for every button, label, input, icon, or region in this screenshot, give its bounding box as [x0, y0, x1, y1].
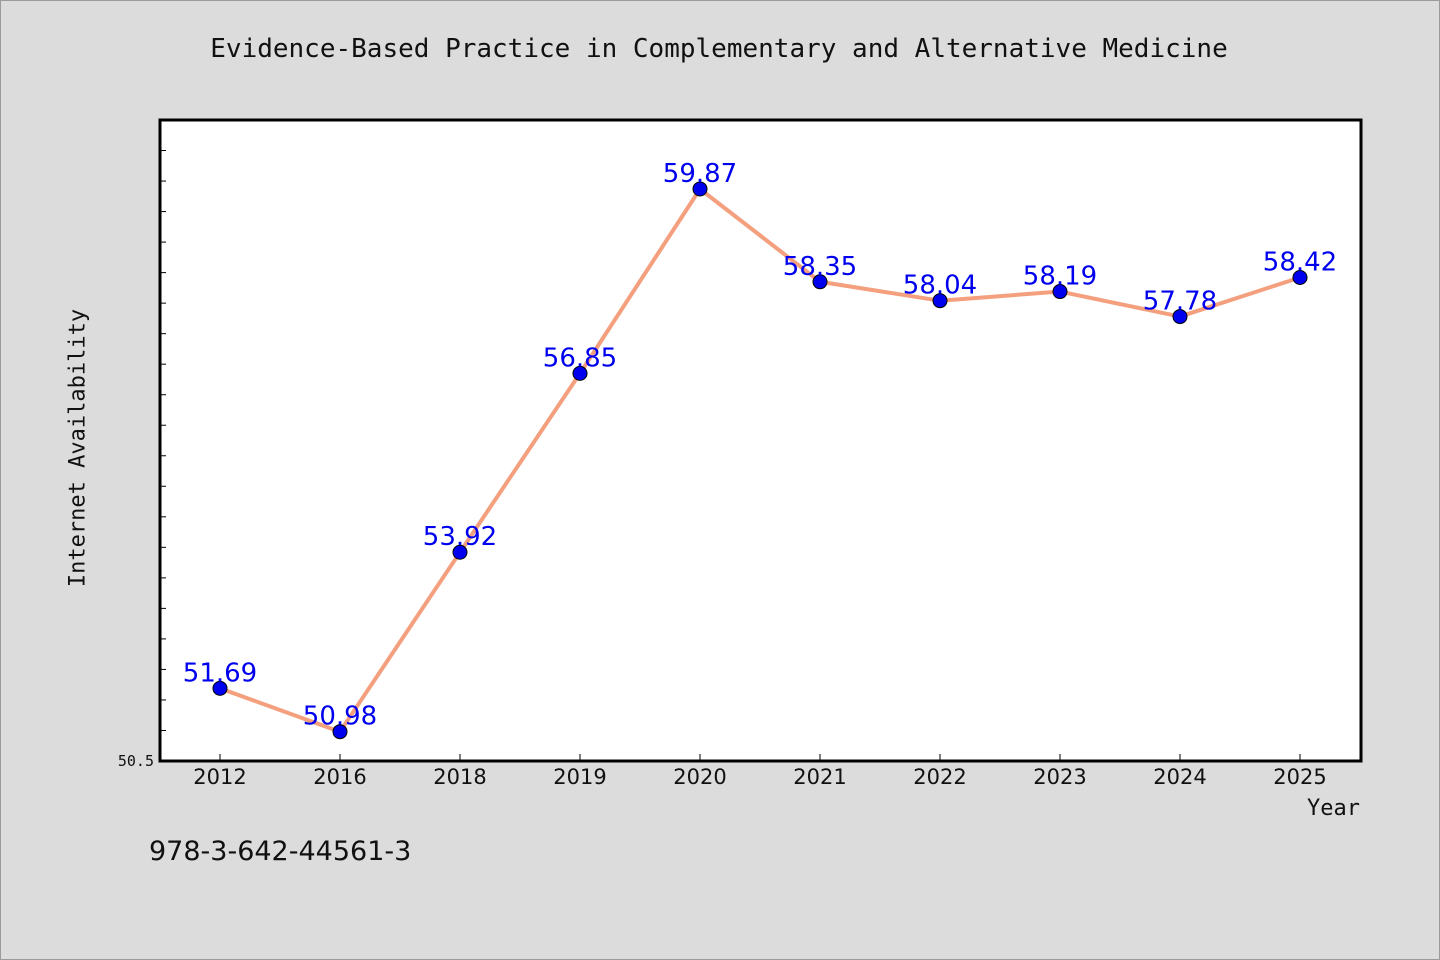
data-label: 56.85 — [543, 343, 617, 373]
x-tick-label: 2020 — [673, 765, 726, 789]
series-line — [218, 186, 1302, 734]
x-tick-label: 2016 — [313, 765, 366, 789]
data-label: 58.19 — [1023, 262, 1097, 292]
data-point — [812, 274, 828, 290]
plot-border — [158, 118, 1363, 763]
chart-title: Evidence-Based Practice in Complementary… — [210, 34, 1228, 64]
x-tick-label: 2012 — [193, 765, 246, 789]
x-tick-label: 2024 — [1153, 765, 1206, 789]
x-tick-label: 2025 — [1273, 765, 1326, 789]
data-label: 51.69 — [183, 658, 257, 688]
data-label: 50.98 — [303, 702, 377, 732]
isbn-annotation: 978-3-642-44561-3 — [149, 836, 412, 867]
data-label: 58.04 — [903, 271, 977, 301]
data-point — [1172, 309, 1188, 325]
data-point — [692, 181, 708, 197]
data-point — [572, 365, 588, 381]
x-tick-label: 2023 — [1033, 765, 1086, 789]
data-point — [212, 680, 228, 696]
data-point — [1052, 284, 1068, 300]
plot-area — [160, 120, 1361, 761]
data-label: 58.42 — [1263, 248, 1337, 278]
data-label: 58.35 — [783, 252, 857, 282]
data-point — [332, 724, 348, 740]
x-axis-label: Year — [1307, 796, 1360, 821]
y-tick-label: 50.5 — [118, 752, 154, 770]
data-label: 59.87 — [663, 159, 737, 189]
data-label: 53.92 — [423, 522, 497, 552]
data-point — [932, 293, 948, 309]
data-point — [1292, 270, 1308, 286]
x-tick-label: 2022 — [913, 765, 966, 789]
x-tick-label: 2018 — [433, 765, 486, 789]
data-point — [452, 544, 468, 560]
data-label: 57.78 — [1143, 287, 1217, 317]
x-tick-label: 2019 — [553, 765, 606, 789]
x-tick-label: 2021 — [793, 765, 846, 789]
